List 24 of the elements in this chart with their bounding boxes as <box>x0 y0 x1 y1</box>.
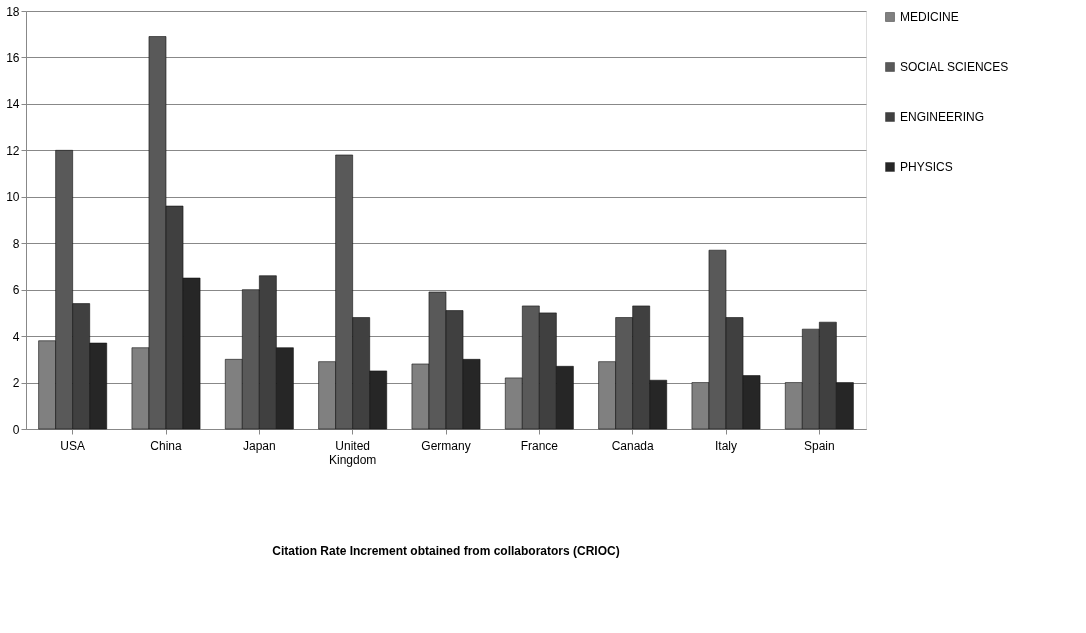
legend-label: PHYSICS <box>900 160 953 174</box>
x-tick-label: China <box>150 438 182 453</box>
y-tick-label: 10 <box>6 190 20 205</box>
y-tick-label: 2 <box>12 376 20 391</box>
x-tick-label: Canada <box>611 438 654 453</box>
y-tick-label: 18 <box>6 4 20 19</box>
y-tick-label: 14 <box>6 97 20 112</box>
y-tick-label: 0 <box>12 422 20 437</box>
y-tick-label: 4 <box>12 329 20 344</box>
legend-label: ENGINEERING <box>900 110 985 124</box>
x-tick-label: Spain <box>803 438 835 453</box>
legend-label: MEDICINE <box>900 10 959 24</box>
x-tick-label: USA <box>60 438 86 453</box>
y-tick-label: 6 <box>12 283 20 298</box>
x-tick-label: France <box>520 438 559 453</box>
y-tick-label: 16 <box>6 50 20 65</box>
x-tick-label: Japan <box>242 438 276 453</box>
text: Citation Rate Increment obtained from collaborators (CRIOC) <box>272 544 620 558</box>
x-tick-label: United Kingdom <box>328 438 377 467</box>
x-tick-label: Germany <box>421 438 471 453</box>
x-tick-label: Italy <box>714 438 738 453</box>
y-tick-label: 12 <box>6 143 20 158</box>
legend-label: SOCIAL SCIENCES <box>900 60 1009 74</box>
y-tick-label: 8 <box>12 236 20 251</box>
